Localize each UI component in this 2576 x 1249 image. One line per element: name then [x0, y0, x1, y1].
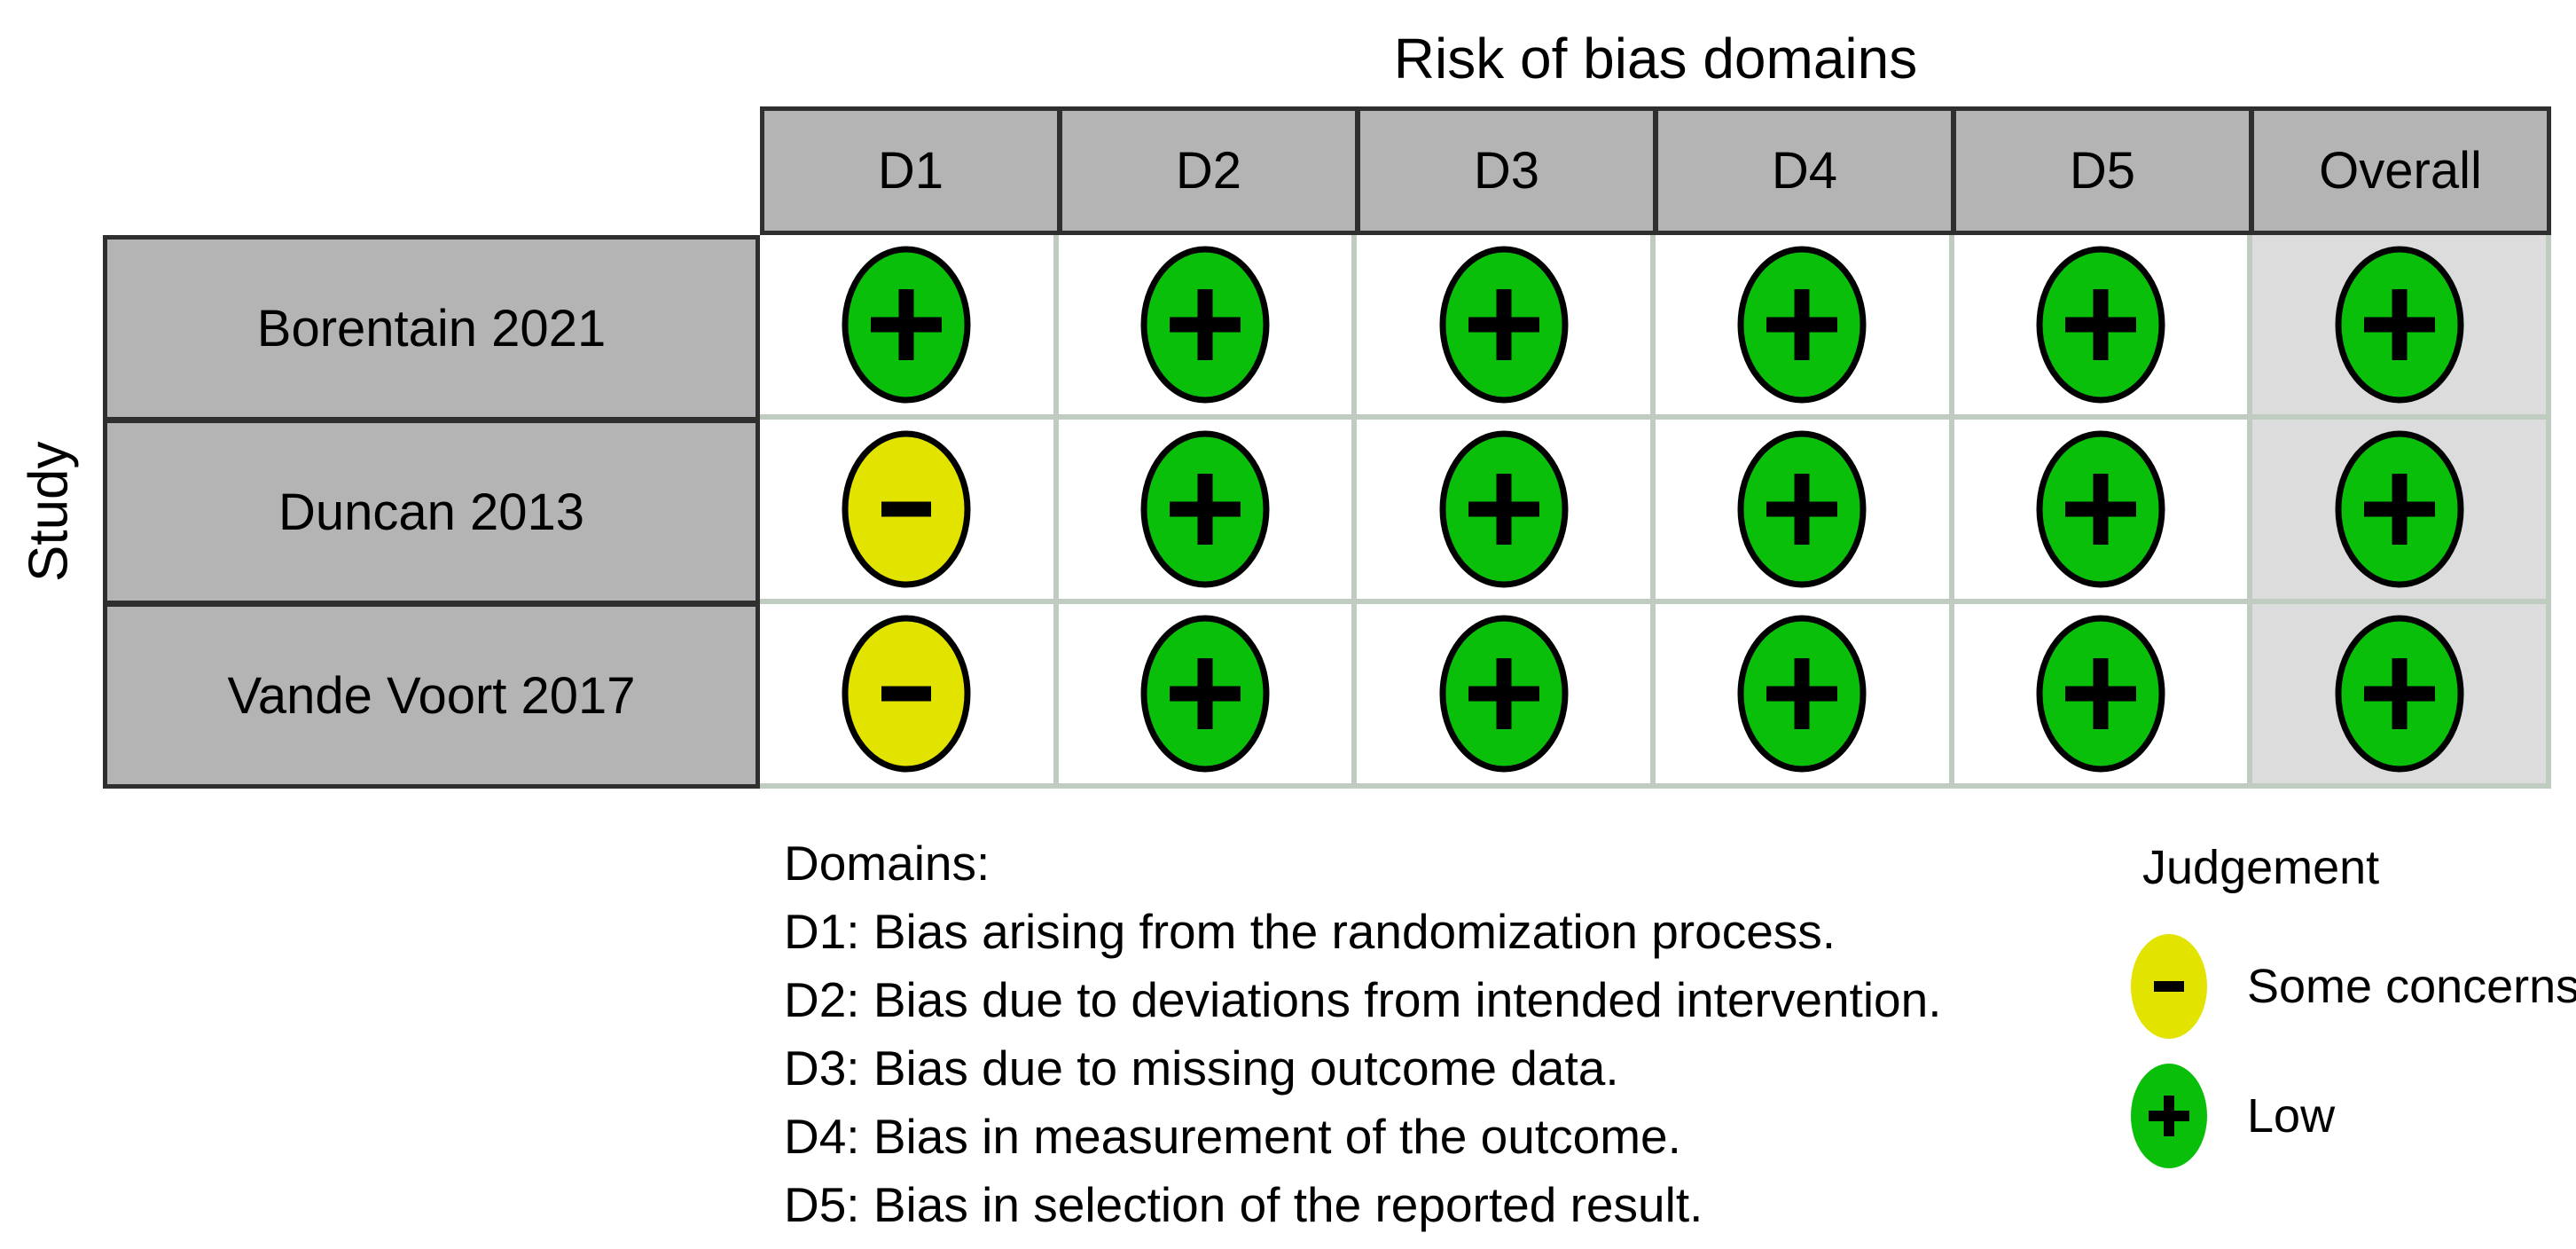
judgement-cell-vande-voort-2017-d2	[1058, 604, 1358, 789]
low-risk-icon	[1140, 430, 1270, 588]
low-risk-icon	[2131, 1064, 2207, 1168]
judgement-cell-borentain-2021-d5	[1954, 235, 2253, 420]
study-label-column: Borentain 2021 Duncan 2013 Vande Voort 201…	[103, 235, 760, 789]
domain-definition-d3: D3: Bias due to missing outcome data.	[784, 1041, 1619, 1096]
column-header-d3: D3	[1355, 111, 1653, 231]
judgement-cell-borentain-2021-d3	[1357, 235, 1656, 420]
judgement-cell-borentain-2021-d2	[1058, 235, 1358, 420]
low-risk-icon	[2335, 615, 2464, 773]
low-risk-icon	[1439, 615, 1569, 773]
judgement-cell-vande-voort-2017-d4	[1655, 604, 1954, 789]
domains-legend: Domains: D1: Bias arising from the rando…	[784, 829, 1942, 1239]
judgement-legend-item-some_concerns: Some concerns	[2130, 933, 2576, 1040]
judgement-legend-label-some_concerns: Some concerns	[2247, 960, 2576, 1013]
low-risk-icon	[842, 246, 971, 404]
domain-definition-d2: D2: Bias due to deviations from intended…	[784, 972, 1942, 1027]
study-label-vande-voort-2017: Vande Voort 2017	[107, 601, 756, 784]
judgement-cell-duncan-2013-d3	[1357, 420, 1656, 604]
judgement-cell-vande-voort-2017-d1	[760, 604, 1059, 789]
judgement-legend-items: Some concerns Low	[2130, 933, 2576, 1169]
judgement-cell-vande-voort-2017-d5	[1954, 604, 2253, 789]
column-header-d5: D5	[1951, 111, 2249, 231]
low-risk-icon	[1737, 615, 1867, 773]
judgement-legend-title: Judgement	[2142, 841, 2380, 894]
judgement-cell-grid	[760, 235, 2551, 789]
some-concerns-icon	[842, 430, 971, 588]
some-concerns-icon	[2131, 934, 2207, 1039]
low-risk-icon	[1140, 246, 1270, 404]
study-label-duncan-2013: Duncan 2013	[107, 417, 756, 601]
judgement-legend-label-low: Low	[2247, 1089, 2336, 1143]
figure-title: Risk of bias domains	[1393, 27, 1918, 90]
judgement-cell-duncan-2013-d1	[760, 420, 1059, 604]
column-header-overall: Overall	[2249, 111, 2547, 231]
low-risk-icon	[2335, 430, 2464, 588]
judgement-cell-vande-voort-2017-d3	[1357, 604, 1656, 789]
judgement-cell-vande-voort-2017-overall	[2252, 604, 2551, 789]
low-risk-icon	[2036, 430, 2165, 588]
domain-definition-d5: D5: Bias in selection of the reported re…	[784, 1177, 1703, 1232]
judgement-cell-duncan-2013-d5	[1954, 420, 2253, 604]
judgement-cell-duncan-2013-d4	[1655, 420, 1954, 604]
judgement-cell-borentain-2021-overall	[2252, 235, 2551, 420]
low-risk-icon	[2335, 246, 2464, 404]
low-risk-icon	[1140, 615, 1270, 773]
judgement-legend-item-low: Low	[2130, 1063, 2576, 1169]
study-label-borentain-2021: Borentain 2021	[256, 299, 607, 357]
judgement-legend: Judgement Some concerns Low	[2130, 841, 2576, 1192]
low-risk-icon	[2036, 246, 2165, 404]
domain-definition-d1: D1: Bias arising from the randomization …	[784, 904, 1836, 959]
domain-definition-d4: D4: Bias in measurement of the outcome.	[784, 1109, 1681, 1164]
low-risk-icon	[1439, 430, 1569, 588]
judgement-cell-borentain-2021-d1	[760, 235, 1059, 420]
low-risk-icon	[1737, 246, 1867, 404]
column-header-d4: D4	[1653, 111, 1951, 231]
domains-legend-heading: Domains:	[784, 836, 990, 891]
judgement-cell-duncan-2013-d2	[1058, 420, 1358, 604]
column-header-d1: D1	[877, 142, 944, 200]
low-risk-icon	[1737, 430, 1867, 588]
some-concerns-icon	[842, 615, 971, 773]
judgement-cell-borentain-2021-d4	[1655, 235, 1954, 420]
low-risk-icon	[2036, 615, 2165, 773]
column-header-d2: D2	[1057, 111, 1355, 231]
study-axis-label: Study	[18, 441, 80, 583]
judgement-cell-duncan-2013-overall	[2252, 420, 2551, 604]
low-risk-icon	[1439, 246, 1569, 404]
domain-header-row: D1 D2 D3 D4 D5 Overall	[760, 106, 2551, 235]
